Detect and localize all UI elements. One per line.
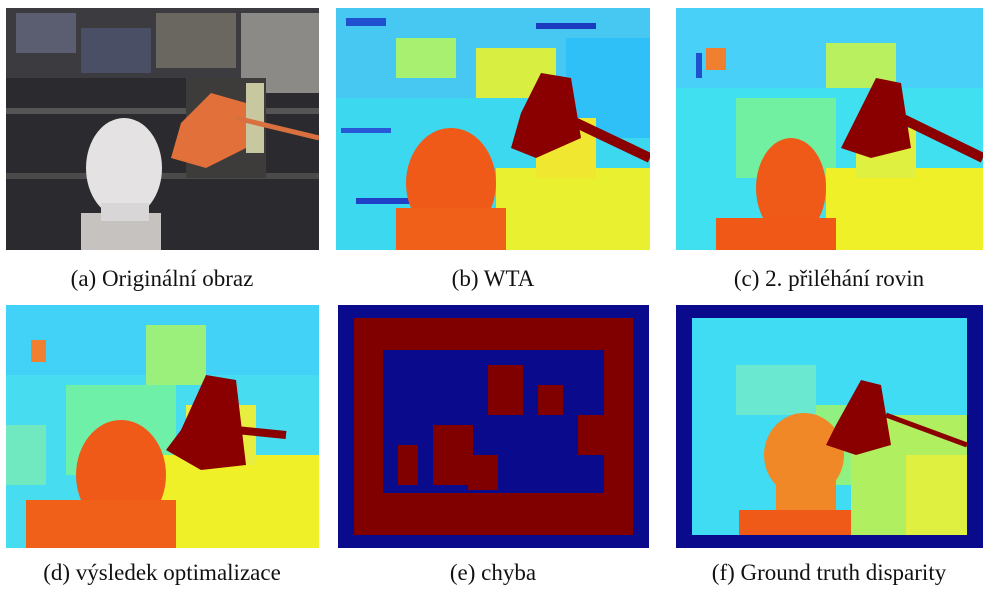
original-image [6,8,319,250]
plane-fitting-disparity [676,8,983,250]
caption: (c) 2. přiléhání rovin [664,266,988,292]
caption: (f) Ground truth disparity [664,560,988,586]
caption: (b) WTA [328,266,658,292]
error-map [338,305,649,548]
page: (a) Originální obraz (b) WTA (c) 2. přil… [0,0,988,590]
caption: (d) výsledek optimalizace [0,560,327,586]
ground-truth-disparity [676,305,983,548]
caption: (a) Originální obraz [0,266,327,292]
optimization-disparity [6,305,319,548]
caption: (e) chyba [328,560,658,586]
wta-disparity [336,8,650,250]
